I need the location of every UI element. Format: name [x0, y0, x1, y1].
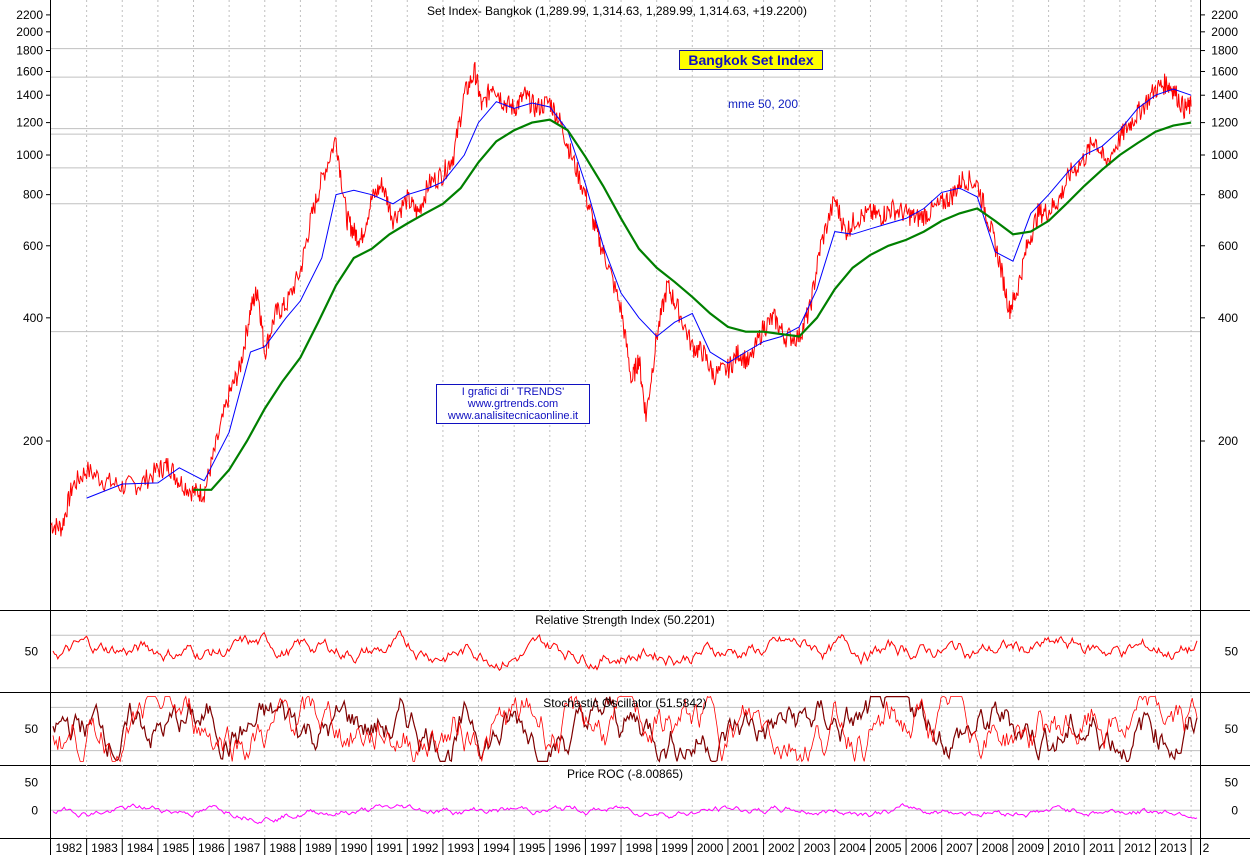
price-tick-label-right: 800	[1218, 188, 1238, 202]
price-tick-label: 400	[23, 311, 43, 325]
x-tick-label: 2011	[1089, 841, 1115, 855]
x-tick-label: 1982	[55, 841, 82, 855]
price-tick-label: 1200	[16, 116, 43, 130]
x-tick-label: 1990	[340, 841, 367, 855]
price-tick-label: 1000	[16, 148, 43, 162]
roc-tick-label: 50	[25, 776, 39, 790]
roc-tick-label-right: 50	[1225, 776, 1239, 790]
price-tick-label: 2000	[16, 25, 43, 39]
rsi-line	[52, 630, 1198, 672]
roc-line	[52, 803, 1198, 825]
price-tick-label-right: 600	[1218, 239, 1238, 253]
x-tick-label: 1986	[198, 841, 225, 855]
rsi-tick-label-right: 50	[1225, 645, 1239, 659]
x-tick-label: 1994	[483, 841, 510, 855]
x-tick-label: 2001	[732, 841, 759, 855]
x-tick-label: 1989	[305, 841, 332, 855]
price-tick-label-right: 1600	[1211, 64, 1238, 78]
x-tick-label: 1995	[519, 841, 546, 855]
x-tick-label: 2012	[1124, 841, 1151, 855]
price-tick-label: 200	[23, 434, 43, 448]
price-tick-label: 800	[23, 188, 43, 202]
price-tick-label: 600	[23, 239, 43, 253]
x-tick-label: 1984	[127, 841, 154, 855]
text-layer: Set Index- Bangkok (1,289.99, 1,314.63, …	[427, 4, 807, 781]
x-tick-label: 2003	[804, 841, 831, 855]
x-tick-label: 2	[1203, 841, 1210, 855]
x-tick-label: 2007	[946, 841, 973, 855]
credits-box: I grafici di ' TRENDS' www.grtrends.com …	[436, 384, 590, 424]
rsi-title: Relative Strength Index (50.2201)	[535, 613, 714, 627]
x-tick-label: 1998	[626, 841, 653, 855]
stoch-k-line	[52, 695, 1198, 763]
x-tick-label: 1991	[376, 841, 403, 855]
x-tick-label: 1983	[91, 841, 118, 855]
x-tick-label: 1999	[661, 841, 688, 855]
x-tick-label: 2004	[839, 841, 866, 855]
price-tick-label-right: 2000	[1211, 25, 1238, 39]
x-tick-label: 1992	[412, 841, 439, 855]
x-tick-label: 1988	[269, 841, 296, 855]
ma-label: mme 50, 200	[728, 97, 798, 111]
price-tick-label-right: 200	[1218, 434, 1238, 448]
price-tick-label-right: 1400	[1211, 88, 1238, 102]
price-tick-label: 2200	[16, 8, 43, 22]
credit-line-2: www.grtrends.com	[467, 398, 559, 410]
credit-line-3: www.analisitecnicaonline.it	[447, 410, 579, 422]
price-tick-label-right: 2200	[1211, 8, 1238, 22]
x-tick-label: 2013	[1160, 841, 1187, 855]
price-tick-label: 1400	[16, 88, 43, 102]
roc-tick-label: 0	[31, 803, 38, 817]
legend-label-box: Bangkok Set Index	[679, 50, 823, 70]
price-tick-label: 1600	[16, 64, 43, 78]
price-tick-label: 1800	[16, 44, 43, 58]
price-tick-label-right: 400	[1218, 311, 1238, 325]
price-tick-label-right: 1000	[1211, 148, 1238, 162]
x-tick-label: 1993	[447, 841, 474, 855]
price-tick-label-right: 1200	[1211, 116, 1238, 130]
x-tick-label: 1996	[554, 841, 581, 855]
ma200-line	[193, 118, 1192, 491]
rsi-tick-label: 50	[25, 645, 39, 659]
x-tick-label: 2002	[768, 841, 795, 855]
x-tick-label: 2006	[911, 841, 938, 855]
chart-title: Set Index- Bangkok (1,289.99, 1,314.63, …	[427, 4, 807, 18]
x-tick-label: 1997	[590, 841, 617, 855]
x-tick-label: 2008	[982, 841, 1009, 855]
credit-line-1: I grafici di ' TRENDS'	[461, 386, 565, 398]
stoch-title: Stochastic Oscillator (51.5842)	[543, 696, 706, 710]
x-tick-label: 1985	[162, 841, 189, 855]
x-tick-label: 2010	[1053, 841, 1080, 855]
x-tick-label: 2000	[697, 841, 724, 855]
series-layer	[50, 61, 1198, 825]
stoch-d-line	[52, 696, 1198, 763]
stoch-tick-label-right: 50	[1225, 722, 1239, 736]
price-tick-label-right: 1800	[1211, 44, 1238, 58]
x-tick-label: 1987	[234, 841, 261, 855]
roc-title: Price ROC (-8.00865)	[567, 767, 683, 781]
x-tick-label: 2005	[875, 841, 902, 855]
price-line	[50, 61, 1192, 537]
roc-tick-label-right: 0	[1231, 803, 1238, 817]
stoch-tick-label: 50	[25, 722, 39, 736]
x-tick-label: 2009	[1017, 841, 1044, 855]
ma50-line	[86, 88, 1192, 499]
